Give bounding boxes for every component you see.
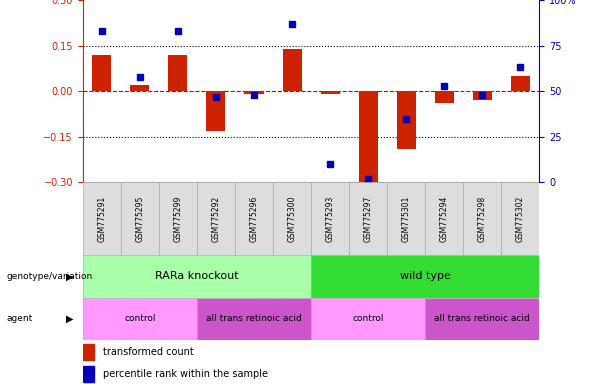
Bar [463, 182, 501, 255]
Bar [235, 182, 273, 255]
Text: genotype/variation: genotype/variation [6, 272, 93, 281]
Text: GSM775297: GSM775297 [364, 196, 373, 242]
Bar [83, 255, 311, 298]
Bar [511, 76, 530, 91]
Text: GSM775301: GSM775301 [402, 196, 411, 242]
Text: ▶: ▶ [66, 271, 74, 281]
Text: percentile rank within the sample: percentile rank within the sample [104, 369, 268, 379]
Bar [397, 91, 416, 149]
Text: GSM775299: GSM775299 [173, 196, 183, 242]
Bar [93, 55, 112, 91]
Bar [473, 91, 492, 100]
Bar [83, 366, 94, 382]
Text: GSM775293: GSM775293 [326, 196, 335, 242]
Text: transformed count: transformed count [104, 347, 194, 357]
Text: RARa knockout: RARa knockout [155, 271, 238, 281]
Bar [359, 91, 378, 182]
Bar [273, 182, 311, 255]
Bar [207, 91, 226, 131]
Text: wild type: wild type [400, 271, 451, 281]
Text: agent: agent [6, 314, 32, 323]
Bar [197, 298, 311, 340]
Bar [435, 91, 454, 103]
Bar [245, 91, 264, 94]
Bar [501, 182, 539, 255]
Bar [169, 55, 188, 91]
Text: GSM775300: GSM775300 [287, 195, 297, 242]
Bar [83, 182, 121, 255]
Bar [131, 85, 150, 91]
Bar [321, 91, 340, 94]
Text: GSM775294: GSM775294 [440, 196, 449, 242]
Text: all trans retinoic acid: all trans retinoic acid [206, 314, 302, 323]
Text: GSM775295: GSM775295 [135, 196, 144, 242]
Bar [121, 182, 159, 255]
Bar [159, 182, 197, 255]
Text: control: control [352, 314, 384, 323]
Bar [83, 298, 197, 340]
Text: all trans retinoic acid: all trans retinoic acid [435, 314, 530, 323]
Bar [197, 182, 235, 255]
Bar [311, 182, 349, 255]
Bar [311, 255, 539, 298]
Text: GSM775302: GSM775302 [516, 196, 525, 242]
Text: control: control [124, 314, 156, 323]
Bar [349, 182, 387, 255]
Text: ▶: ▶ [66, 314, 74, 324]
Bar [425, 182, 463, 255]
Bar [425, 298, 539, 340]
Text: GSM775291: GSM775291 [97, 196, 106, 242]
Bar [311, 298, 425, 340]
Bar [283, 49, 302, 91]
Bar [83, 344, 94, 360]
Text: GSM775296: GSM775296 [249, 196, 259, 242]
Text: GSM775292: GSM775292 [211, 196, 221, 242]
Bar [387, 182, 425, 255]
Text: GSM775298: GSM775298 [478, 196, 487, 242]
